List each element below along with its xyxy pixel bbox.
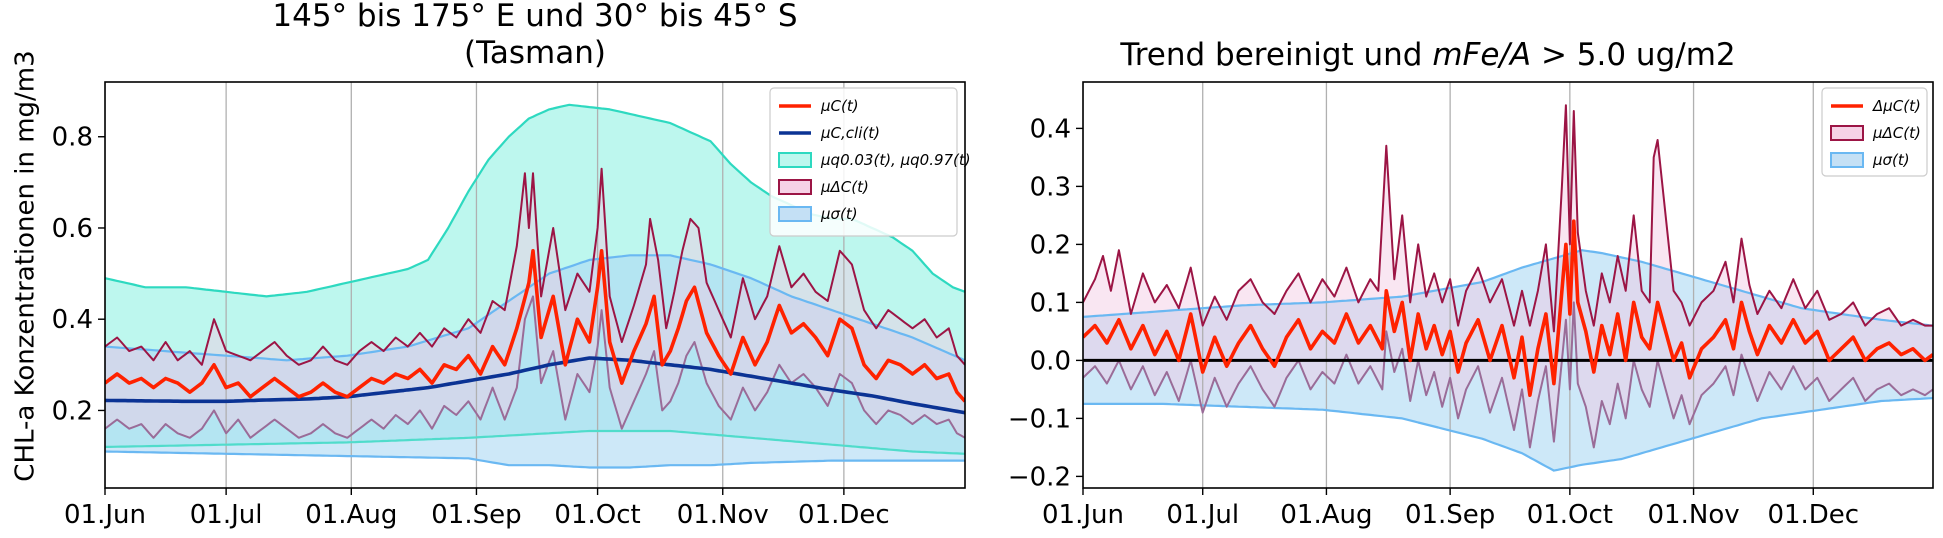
legend-handle-sigma [1830, 152, 1864, 168]
axes-frame [104, 81, 966, 489]
y-tick-label: 0.2 [1030, 230, 1071, 260]
legend-label-quant: μq0.03(t), μq0.97(t) [820, 151, 971, 169]
x-tick-label: 01.Jun [64, 500, 146, 530]
legend-box [769, 87, 958, 237]
chart-trend-plot-area [1083, 82, 1933, 488]
chart-tasman-plot-area [105, 82, 965, 488]
y-axis-label: CHL-a Konzentrationen in mg/m3 [11, 50, 41, 481]
delta-c-lower-line [1083, 301, 1933, 449]
x-tick-label: 01.Oct [1527, 500, 1613, 530]
x-tick-label: 01.Jul [1166, 500, 1239, 530]
y-tick-label: −0.2 [1008, 462, 1071, 492]
axes-frame [1082, 81, 1934, 489]
chart-trend-title: Trend bereinigt und mFe/A > 5.0 ug/m2 [1119, 37, 1735, 73]
sigma-upper-line [1083, 249, 1933, 327]
y-tick-label: −0.1 [1008, 404, 1071, 434]
chart-tasman-clipped-area [105, 82, 965, 488]
delta-c-upper-line [105, 167, 965, 366]
chart-tasman-legend: μC(t) μC,cli(t) μq0.03(t), μq0.97(t) μΔC(t)… [769, 87, 971, 237]
y-tick-label: 0.3 [1030, 172, 1071, 202]
chart-tasman-title-line-1: 145° bis 175° E und 30° bis 45° S [272, 0, 797, 34]
x-tick-label: 01.Sep [431, 500, 521, 530]
legend-label-sigma: μσ(t) [820, 205, 858, 223]
x-tick-label: 01.Jul [190, 500, 263, 530]
delta-c-lower-line [105, 295, 965, 439]
legend-label-dC: μΔC(t) [1872, 124, 1921, 142]
legend-label-dmuC: ΔμC(t) [1872, 97, 1921, 115]
chart-trend-title-math: mFe/A [1432, 37, 1531, 73]
mean-line [105, 249, 965, 403]
quantile-lower-line [105, 429, 965, 455]
chart-trend-title-text: Trend bereinigt und [1119, 37, 1432, 73]
chart-trend-title-tail: > 5.0 ug/m2 [1531, 37, 1736, 73]
x-tick-label: 01.Jun [1042, 500, 1124, 530]
x-tick-label: 01.Nov [677, 500, 769, 530]
chart-tasman: 145° bis 175° E und 30° bis 45° S (Tasma… [52, 0, 971, 530]
climatology-line [105, 356, 965, 415]
chart-tasman-title-line-2: (Tasman) [464, 35, 606, 71]
chart-trend-legend: ΔμC(t) μΔC(t) μσ(t) [1821, 87, 1928, 177]
x-tick-label: 01.Aug [305, 500, 397, 530]
legend-handle-dC [1830, 125, 1864, 141]
y-tick-label: 0.4 [52, 305, 93, 335]
chart-trend-axes: 01.Jun 01.Jul 01.Aug 01.Sep 01.Oct 01.Nov 01.D… [1008, 81, 1934, 530]
legend-handle-dC [778, 179, 812, 195]
y-tick-label: 0.1 [1030, 288, 1071, 318]
chart-trend: Trend bereinigt und mFe/A > 5.0 ug/m2 01… [1008, 37, 1934, 530]
x-tick-label: 01.Aug [1280, 500, 1372, 530]
y-tick-label: 0.6 [52, 214, 93, 244]
sigma-lower-line [105, 450, 965, 469]
x-tick-label: 01.Dec [1767, 500, 1859, 530]
delta-mean-line [1083, 219, 1933, 398]
legend-label-dC: μΔC(t) [820, 178, 869, 196]
sigma-band [105, 255, 965, 468]
sigma-lower-line [1083, 397, 1933, 472]
chart-trend-clipped-area [1083, 82, 1933, 488]
legend-label-mucli: μC,cli(t) [820, 124, 880, 142]
delta-c-upper-line [1083, 104, 1933, 333]
x-tick-label: 01.Nov [1648, 500, 1740, 530]
y-tick-label: 0.0 [1030, 346, 1071, 376]
legend-handle-sigma [778, 206, 812, 222]
y-tick-label: 0.2 [52, 396, 93, 426]
legend-handle-quant [778, 152, 812, 168]
legend-label-muC: μC(t) [820, 97, 859, 115]
y-tick-label: 0.4 [1030, 114, 1071, 144]
x-tick-label: 01.Oct [554, 500, 640, 530]
y-tick-label: 0.8 [52, 123, 93, 153]
x-tick-label: 01.Dec [798, 500, 890, 530]
x-tick-label: 01.Sep [1405, 500, 1495, 530]
delta-c-band [105, 168, 965, 438]
legend-label-sigma: μσ(t) [1872, 151, 1910, 169]
chart-tasman-axes: 01.Jun 01.Jul 01.Aug 01.Sep 01.Oct 01.Nov 01.D… [52, 81, 966, 530]
